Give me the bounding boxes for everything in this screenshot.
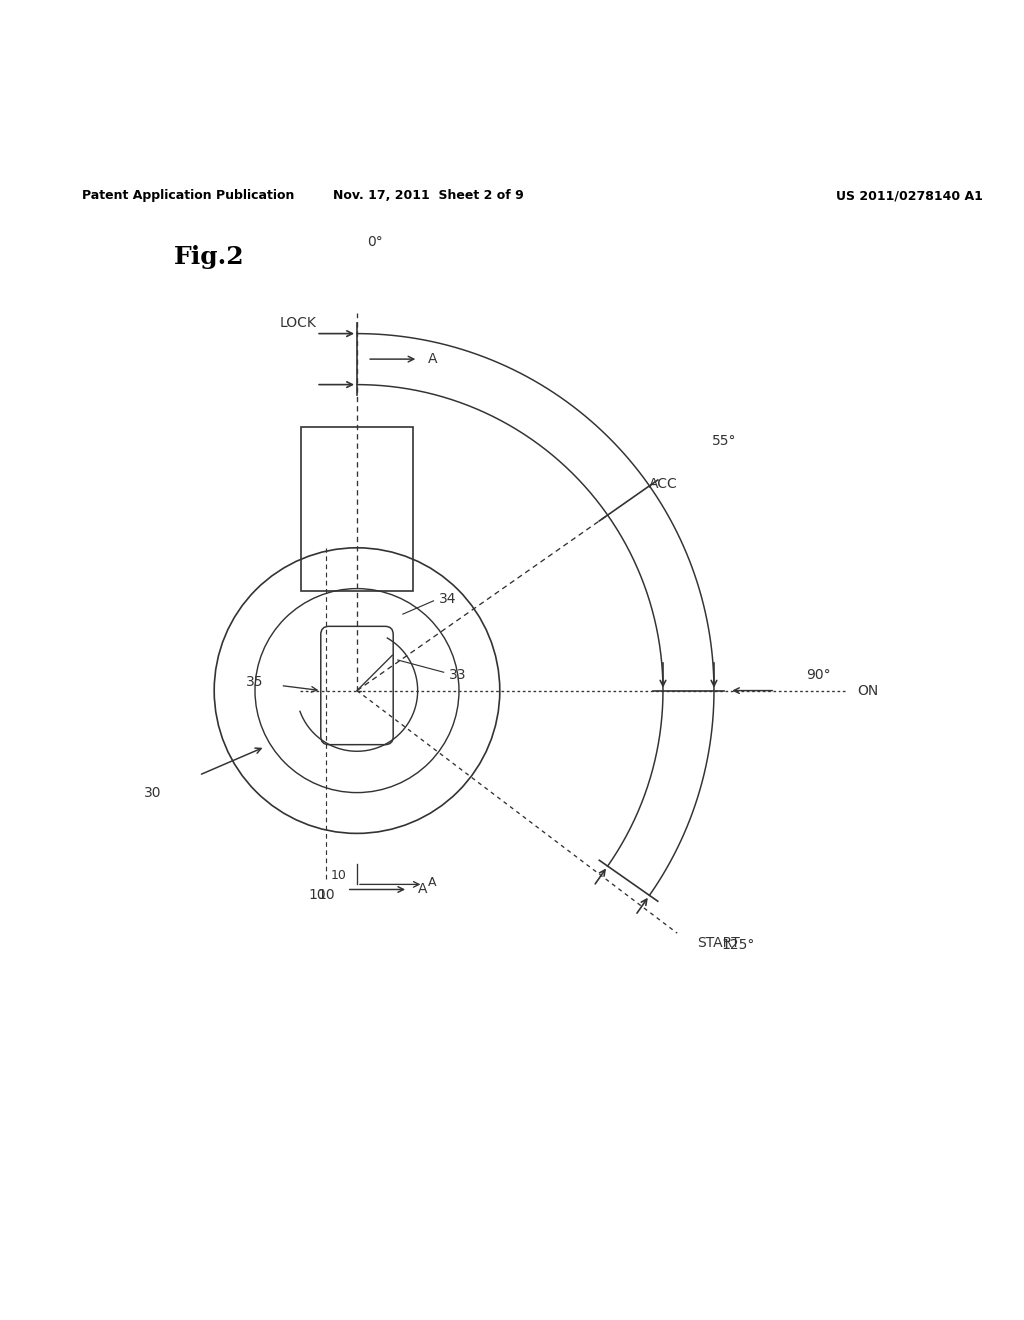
Text: A: A — [418, 883, 428, 896]
Text: 0°: 0° — [368, 235, 383, 248]
Text: ACC: ACC — [648, 478, 677, 491]
Text: Patent Application Publication: Patent Application Publication — [82, 189, 294, 202]
Text: Nov. 17, 2011  Sheet 2 of 9: Nov. 17, 2011 Sheet 2 of 9 — [333, 189, 523, 202]
Bar — [301, 428, 413, 590]
Text: LOCK: LOCK — [280, 317, 316, 330]
Text: 10: 10 — [317, 887, 335, 902]
Text: 10: 10 — [331, 869, 347, 882]
Text: 34: 34 — [438, 591, 456, 606]
Text: Fig.2: Fig.2 — [173, 246, 244, 269]
Text: 10: 10 — [309, 887, 327, 902]
Text: A: A — [428, 352, 438, 366]
Text: US 2011/0278140 A1: US 2011/0278140 A1 — [837, 189, 983, 202]
Text: A: A — [428, 876, 437, 888]
Text: 35: 35 — [246, 676, 264, 689]
Text: START: START — [697, 936, 740, 950]
Text: 90°: 90° — [806, 668, 830, 682]
Text: 125°: 125° — [722, 939, 755, 952]
Text: 30: 30 — [144, 785, 162, 800]
Text: 55°: 55° — [712, 434, 736, 449]
Text: 33: 33 — [449, 668, 466, 682]
Text: ON: ON — [857, 684, 878, 697]
